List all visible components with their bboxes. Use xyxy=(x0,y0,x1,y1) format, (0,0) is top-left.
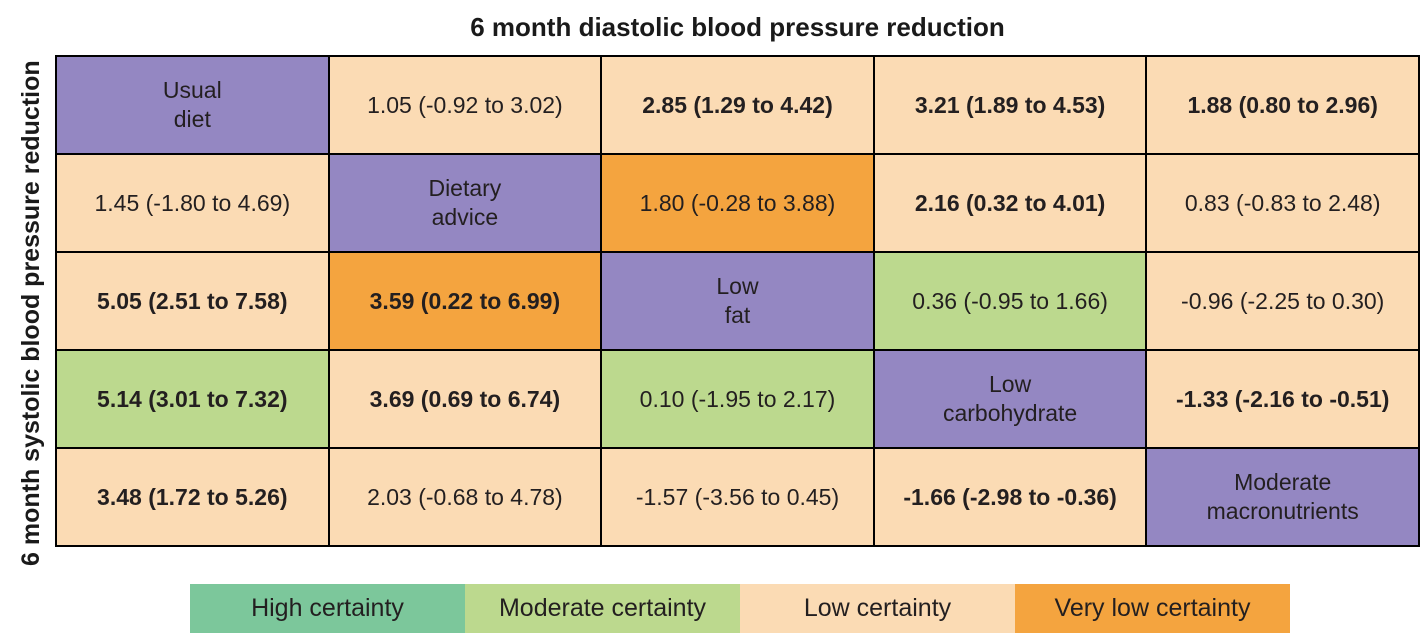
y-axis-label: 6 month systolic blood pressure reductio… xyxy=(17,60,45,566)
estimate-cell: 1.88 (0.80 to 2.96) xyxy=(1147,57,1418,153)
estimate-cell: -1.66 (-2.98 to -0.36) xyxy=(874,449,1146,545)
diet-name-cell: Usual diet xyxy=(57,57,328,153)
estimate-cell: -1.57 (-3.56 to 0.45) xyxy=(602,449,873,545)
estimate-cell: 3.59 (0.22 to 6.99) xyxy=(329,253,601,349)
diet-name-cell: Moderate macronutrients xyxy=(1147,449,1418,545)
estimate-cell: 3.69 (0.69 to 6.74) xyxy=(329,351,601,447)
diet-name-cell: Dietary advice xyxy=(329,155,601,251)
estimate-cell: 0.83 (-0.83 to 2.48) xyxy=(1147,155,1418,251)
legend-item: Low certainty xyxy=(740,584,1015,633)
estimate-cell: 2.16 (0.32 to 4.01) xyxy=(874,155,1146,251)
legend-item: High certainty xyxy=(190,584,465,633)
estimate-cell: 5.14 (3.01 to 7.32) xyxy=(57,351,328,447)
legend-item: Very low certainty xyxy=(1015,584,1290,633)
estimate-cell: 3.21 (1.89 to 4.53) xyxy=(874,57,1146,153)
estimate-cell: 0.10 (-1.95 to 2.17) xyxy=(602,351,873,447)
estimate-cell: 3.48 (1.72 to 5.26) xyxy=(57,449,328,545)
estimate-cell: 1.45 (-1.80 to 4.69) xyxy=(57,155,328,251)
league-table-grid: Usual diet 1.05 (-0.92 to 3.02) 2.85 (1.29… xyxy=(55,55,1420,547)
estimate-cell: 5.05 (2.51 to 7.58) xyxy=(57,253,328,349)
estimate-cell: 0.36 (-0.95 to 1.66) xyxy=(874,253,1146,349)
estimate-cell: 1.05 (-0.92 to 3.02) xyxy=(329,57,601,153)
diet-name-cell: Low fat xyxy=(602,253,873,349)
certainty-legend: High certainty Moderate certainty Low cert… xyxy=(190,584,1290,633)
figure-title: 6 month diastolic blood pressure reducti… xyxy=(470,12,1005,42)
estimate-cell: 1.80 (-0.28 to 3.88) xyxy=(602,155,873,251)
legend-item: Moderate certainty xyxy=(465,584,740,633)
diet-name-cell: Low carbohydrate xyxy=(874,351,1146,447)
estimate-cell: 2.85 (1.29 to 4.42) xyxy=(602,57,873,153)
estimate-cell: -1.33 (-2.16 to -0.51) xyxy=(1147,351,1418,447)
estimate-cell: 2.03 (-0.68 to 4.78) xyxy=(329,449,601,545)
estimate-cell: -0.96 (-2.25 to 0.30) xyxy=(1147,253,1418,349)
